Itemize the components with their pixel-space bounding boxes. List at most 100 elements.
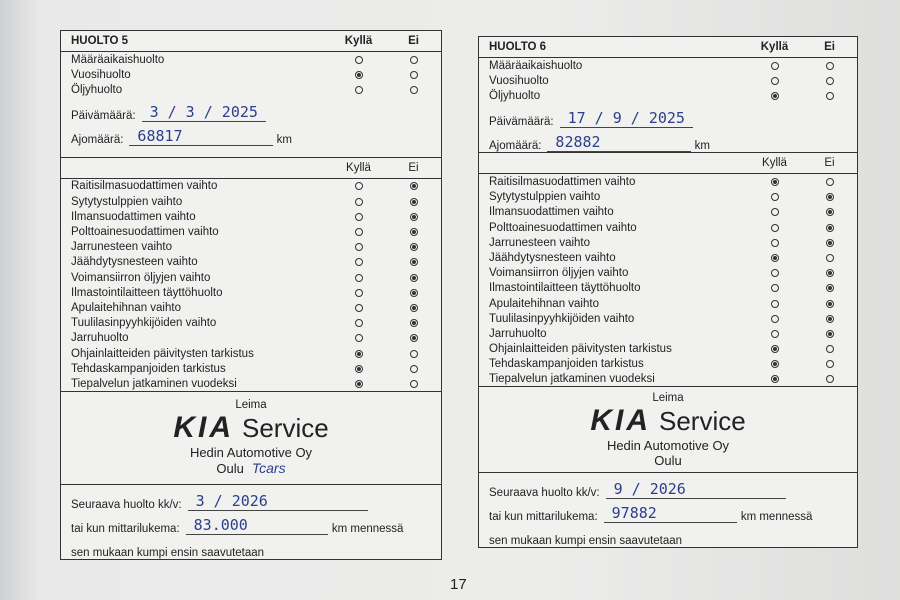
mileage-label: Ajomäärä: <box>71 133 124 146</box>
col <box>747 208 802 217</box>
item-row: Voimansiirron öljyjen vaihto <box>479 266 857 281</box>
col <box>331 228 386 236</box>
company: Hedin Automotive Oy <box>189 445 313 461</box>
checkbox <box>770 193 779 202</box>
next-section: Seuraava huolto kk/v: 3 / 2026 tai kun mit… <box>61 485 441 559</box>
col <box>331 182 386 191</box>
col <box>386 273 441 282</box>
col <box>331 258 386 267</box>
item-label: Ohjainlaitteiden päivitysten tarkistus <box>71 347 254 360</box>
item-label: Polttoainesuodattimen vaihto <box>71 226 219 238</box>
item-row: Ilmastointilaitteen täyttöhuolto <box>61 285 441 300</box>
brand-logo: KIA <box>590 403 651 437</box>
item-row: Apulaitehihnan vaihto <box>479 296 857 311</box>
service-row: Öljyhuolto <box>479 88 857 103</box>
service-label: Öljyhuolto <box>489 89 541 102</box>
checkbox <box>354 334 363 343</box>
item-label: Tiepalvelun jatkaminen vuodeksi <box>71 377 237 390</box>
checkbox <box>825 375 834 384</box>
col <box>802 375 857 384</box>
header: HUOLTO 6 Kyllä Ei <box>479 37 857 58</box>
checkbox <box>825 178 834 187</box>
note-row: sen mukaan kumpi ensin saavutetaan <box>479 523 857 547</box>
column-label: Ei <box>824 41 835 53</box>
col <box>331 379 386 388</box>
checkbox <box>825 91 834 100</box>
checkbox <box>354 303 363 312</box>
col <box>802 76 857 85</box>
col <box>331 197 386 206</box>
checkbox <box>354 212 363 221</box>
checkbox <box>825 269 834 278</box>
checkbox <box>354 288 363 297</box>
item-row: Jäähdytysnesteen vaihto <box>479 250 857 265</box>
note: sen mukaan kumpi ensin saavutetaan <box>489 535 683 547</box>
item-label: Sytytystulppien vaihto <box>71 195 183 208</box>
service-text: Service <box>658 405 746 436</box>
checkbox <box>770 76 779 85</box>
service-row: Määräaikaishuolto <box>61 52 441 67</box>
checkbox <box>354 243 363 252</box>
checkbox <box>825 223 834 232</box>
col <box>331 364 386 373</box>
logo: KIA Service <box>173 411 328 445</box>
checkbox <box>409 228 418 236</box>
checkbox <box>409 85 418 94</box>
col <box>386 85 441 94</box>
unit: km mennessä <box>331 523 404 535</box>
checkbox <box>409 273 418 282</box>
col <box>747 269 802 278</box>
item-row: Tiepalvelun jatkaminen vuodeksi <box>479 372 857 387</box>
item-row: Tuulilasinpyyhkijöiden vaihto <box>61 316 441 331</box>
checkbox <box>354 349 363 358</box>
checkbox <box>825 238 834 247</box>
checkbox <box>409 70 418 79</box>
item-row: Tehdaskampanjoiden tarkistus <box>61 361 441 376</box>
col <box>386 182 441 191</box>
col <box>331 288 386 297</box>
col <box>386 258 441 267</box>
date-label: Päivämäärä: <box>71 109 136 122</box>
item-label: Jarrunesteen vaihto <box>71 241 173 254</box>
col <box>331 243 386 252</box>
col <box>802 284 857 293</box>
col <box>386 364 441 373</box>
service-row: Vuosihuolto <box>479 73 857 88</box>
checkbox <box>409 182 418 191</box>
service-text: Service <box>241 413 329 444</box>
col <box>802 193 857 202</box>
service-form: HUOLTO 5 Kyllä Ei Määräaikaishuolto Vuosihuo… <box>60 30 442 560</box>
col <box>802 360 857 369</box>
next-label: Seuraava huolto kk/v: <box>71 499 182 511</box>
item-row: Jarrunesteen vaihto <box>61 240 441 255</box>
checkbox <box>770 61 779 70</box>
item-row: Ilmansuodattimen vaihto <box>479 205 857 220</box>
mileage-label: Ajomäärä: <box>489 139 542 152</box>
checkbox <box>409 212 418 221</box>
col <box>747 91 802 100</box>
city-row: Oulu Tcars <box>216 460 285 476</box>
service-row: Öljyhuolto <box>61 82 441 97</box>
item-label: Jarruhuolto <box>71 332 129 345</box>
item-row: Jäähdytysnesteen vaihto <box>61 255 441 270</box>
col <box>386 334 441 343</box>
checkbox <box>409 303 418 312</box>
col <box>386 303 441 312</box>
item-row: Polttoainesuodattimen vaihto <box>61 224 441 239</box>
checkbox <box>354 85 363 94</box>
item-row: Voimansiirron öljyjen vaihto <box>61 270 441 285</box>
item-label: Raitisilmasuodattimen vaihto <box>489 176 636 189</box>
item-row: Ilmansuodattimen vaihto <box>61 209 441 224</box>
checkbox <box>770 178 779 187</box>
checkbox <box>409 364 418 373</box>
stamp-label: Leima <box>235 399 267 412</box>
col <box>331 273 386 282</box>
unit: km mennessä <box>740 511 813 523</box>
item-label: Voimansiirron öljyjen vaihto <box>489 267 629 280</box>
item-label: Ilmastointilaitteen täyttöhuolto <box>489 282 641 295</box>
service-row: Vuosihuolto <box>61 67 441 82</box>
col <box>802 345 857 354</box>
checkbox <box>770 238 779 247</box>
col <box>802 223 857 232</box>
